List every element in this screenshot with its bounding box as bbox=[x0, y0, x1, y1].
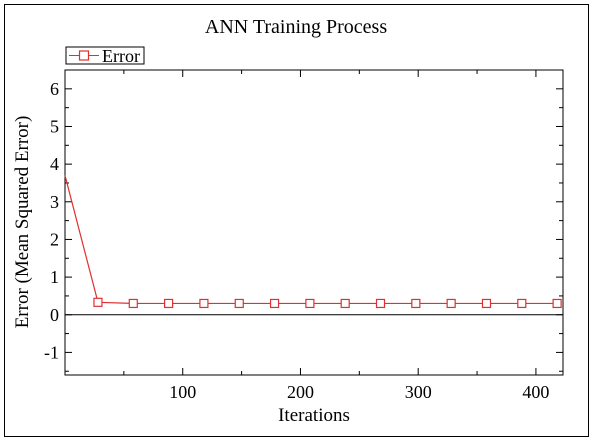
x-tick-label: 200 bbox=[287, 382, 314, 402]
chart-title: ANN Training Process bbox=[205, 16, 387, 38]
data-point-error bbox=[234, 298, 244, 309]
y-tick-label: -1 bbox=[44, 342, 59, 362]
x-tick-label: 400 bbox=[522, 382, 549, 402]
y-tick-label: 6 bbox=[50, 79, 59, 99]
y-tick-label: 0 bbox=[50, 305, 59, 325]
data-point-error bbox=[93, 297, 103, 307]
y-tick-label: 3 bbox=[50, 192, 59, 212]
y-tick-label: 1 bbox=[50, 267, 59, 287]
data-point-error bbox=[411, 298, 421, 309]
data-point-error bbox=[128, 298, 138, 309]
data-point-error bbox=[340, 298, 350, 309]
plot-area bbox=[64, 69, 564, 376]
data-point-error bbox=[164, 298, 174, 309]
data-point-error bbox=[517, 298, 527, 309]
series-layer bbox=[64, 175, 562, 309]
data-point-error bbox=[269, 298, 280, 309]
data-point-error bbox=[552, 298, 562, 309]
legend: Error bbox=[65, 46, 145, 66]
data-point-error bbox=[446, 298, 456, 309]
y-axis-label: Error (Mean Squared Error) bbox=[12, 116, 33, 329]
data-point-error bbox=[375, 298, 386, 309]
x-axis-label: Iterations bbox=[278, 405, 350, 426]
y-tick-label: 5 bbox=[50, 116, 59, 136]
data-point-error bbox=[481, 298, 492, 309]
legend-label-error: Error bbox=[102, 46, 140, 66]
legend-marker-swatch bbox=[78, 50, 90, 61]
data-point-error bbox=[199, 298, 209, 309]
y-tick-label: 4 bbox=[50, 154, 59, 174]
y-axis: -1 0 1 2 3 4 5 6 bbox=[44, 69, 563, 372]
x-tick-label: 300 bbox=[405, 382, 432, 402]
outer-frame bbox=[4, 4, 589, 437]
x-tick-label: 100 bbox=[169, 382, 196, 402]
x-axis: 100 200 300 400 bbox=[123, 70, 549, 402]
data-point-error bbox=[305, 298, 315, 309]
y-tick-label: 2 bbox=[50, 229, 59, 249]
